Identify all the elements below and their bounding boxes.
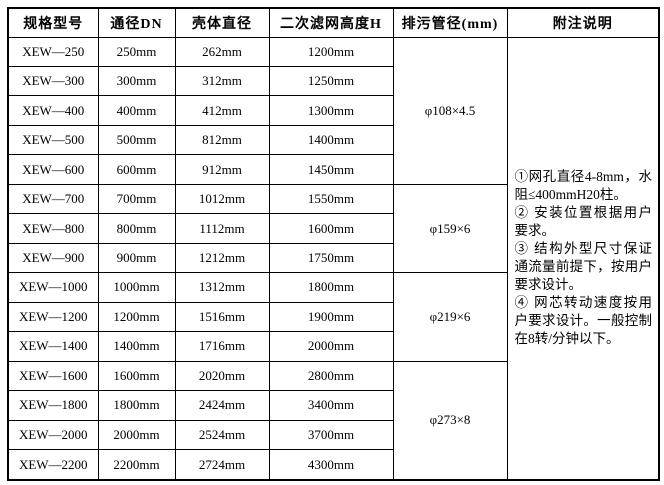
model-cell: XEW—1000 bbox=[7, 272, 99, 303]
note-item: ② 安装位置根据用户要求。 bbox=[514, 205, 653, 239]
dn-cell: 900mm bbox=[97, 242, 176, 274]
column-header-drain-pipe: 排污管径(mm) bbox=[392, 7, 508, 38]
table-row: XEW—500 500mm 812mm 1400mm bbox=[7, 124, 659, 156]
dn-cell: 500mm bbox=[97, 124, 176, 156]
table-row: XEW—250 250mm 262mm 1200mm φ108×4.5 ①网孔直… bbox=[7, 36, 660, 481]
table-row: XEW—2200 2200mm 2724mm 4300mm bbox=[7, 449, 659, 481]
screen-height-cell: 1750mm bbox=[268, 242, 394, 274]
screen-height-cell: 2800mm bbox=[268, 360, 394, 392]
dn-cell: 1400mm bbox=[97, 331, 176, 362]
spec-table: 规格型号 通径DN 壳体直径 二次滤网高度H 排污管径(mm) 附注说明 XEW… bbox=[7, 7, 660, 481]
model-cell: XEW—800 bbox=[7, 213, 99, 244]
screen-height-cell: 1600mm bbox=[268, 213, 394, 244]
shell-diameter-cell: 312mm bbox=[174, 65, 270, 97]
table-row: XEW—600 600mm 912mm 1450mm bbox=[7, 154, 659, 185]
screen-height-cell: 1300mm bbox=[268, 95, 394, 126]
shell-diameter-cell: 1112mm bbox=[174, 213, 270, 244]
table-row: XEW—700 700mm 1012mm 1550mm φ159×6 bbox=[7, 183, 659, 274]
dn-cell: 400mm bbox=[97, 95, 176, 126]
table-row: XEW—400 400mm 412mm 1300mm bbox=[7, 95, 659, 126]
screen-height-cell: 1450mm bbox=[268, 154, 394, 185]
screen-height-cell: 1800mm bbox=[268, 272, 394, 303]
shell-diameter-cell: 2424mm bbox=[174, 390, 270, 421]
table-row: XEW—1800 1800mm 2424mm 3400mm bbox=[7, 390, 659, 421]
note-item: ③ 结构外型尺寸保证通流量前提下，按用户要求设计。 bbox=[514, 241, 653, 293]
drain-pipe-cell: φ273×8 bbox=[392, 360, 508, 481]
model-cell: XEW—1400 bbox=[7, 331, 99, 362]
table-row: XEW—1600 1600mm 2020mm 2800mm φ273×8 bbox=[7, 360, 659, 481]
dn-cell: 2200mm bbox=[97, 449, 176, 481]
model-cell: XEW—2000 bbox=[7, 419, 99, 451]
dn-cell: 700mm bbox=[97, 183, 176, 215]
column-header-shell-diameter: 壳体直径 bbox=[174, 7, 270, 38]
shell-diameter-cell: 2020mm bbox=[174, 360, 270, 392]
note-item: ①网孔直径4-8mm，水阻≤400mmH20柱。 bbox=[514, 169, 653, 203]
table-row: XEW—2000 2000mm 2524mm 3700mm bbox=[7, 419, 659, 451]
model-cell: XEW—600 bbox=[7, 154, 99, 185]
dn-cell: 1200mm bbox=[97, 301, 176, 333]
screen-height-cell: 1200mm bbox=[268, 36, 394, 67]
model-cell: XEW—500 bbox=[7, 124, 99, 156]
screen-height-cell: 1400mm bbox=[268, 124, 394, 156]
drain-pipe-cell: φ108×4.5 bbox=[392, 36, 508, 185]
shell-diameter-cell: 262mm bbox=[174, 36, 270, 67]
model-cell: XEW—1800 bbox=[7, 390, 99, 421]
column-header-notes: 附注说明 bbox=[506, 7, 660, 38]
dn-cell: 1000mm bbox=[97, 272, 176, 303]
column-header-model: 规格型号 bbox=[7, 7, 99, 38]
dn-cell: 1800mm bbox=[97, 390, 176, 421]
model-cell: XEW—2200 bbox=[7, 449, 99, 481]
shell-diameter-cell: 1312mm bbox=[174, 272, 270, 303]
model-cell: XEW—1600 bbox=[7, 360, 99, 392]
column-header-dn: 通径DN bbox=[97, 7, 176, 38]
shell-diameter-cell: 2724mm bbox=[174, 449, 270, 481]
shell-diameter-cell: 1212mm bbox=[174, 242, 270, 274]
header-row: 规格型号 通径DN 壳体直径 二次滤网高度H 排污管径(mm) 附注说明 bbox=[7, 7, 660, 38]
shell-diameter-cell: 1012mm bbox=[174, 183, 270, 215]
shell-diameter-cell: 1716mm bbox=[174, 331, 270, 362]
model-cell: XEW—250 bbox=[7, 36, 99, 67]
model-cell: XEW—400 bbox=[7, 95, 99, 126]
screen-height-cell: 3400mm bbox=[268, 390, 394, 421]
drain-pipe-cell: φ219×6 bbox=[392, 272, 508, 362]
shell-diameter-cell: 1516mm bbox=[174, 301, 270, 333]
screen-height-cell: 1550mm bbox=[268, 183, 394, 215]
table-row: XEW—900 900mm 1212mm 1750mm bbox=[7, 242, 659, 274]
shell-diameter-cell: 912mm bbox=[174, 154, 270, 185]
model-cell: XEW—1200 bbox=[7, 301, 99, 333]
column-header-screen-height: 二次滤网高度H bbox=[268, 7, 394, 38]
drain-pipe-cell: φ159×6 bbox=[392, 183, 508, 274]
screen-height-cell: 4300mm bbox=[268, 449, 394, 481]
model-cell: XEW—300 bbox=[7, 65, 99, 97]
table-row: XEW—300 300mm 312mm 1250mm bbox=[7, 65, 659, 97]
dn-cell: 300mm bbox=[97, 65, 176, 97]
notes-cell: ①网孔直径4-8mm，水阻≤400mmH20柱。 ② 安装位置根据用户要求。 ③… bbox=[506, 36, 660, 481]
dn-cell: 1600mm bbox=[97, 360, 176, 392]
note-item: ④ 网芯转动速度按用户要求设计。一般控制在8转/分钟以下。 bbox=[514, 295, 653, 347]
dn-cell: 250mm bbox=[97, 36, 176, 67]
screen-height-cell: 2000mm bbox=[268, 331, 394, 362]
table-row: XEW—1000 1000mm 1312mm 1800mm φ219×6 bbox=[7, 272, 659, 362]
model-cell: XEW—900 bbox=[7, 242, 99, 274]
dn-cell: 600mm bbox=[97, 154, 176, 185]
shell-diameter-cell: 812mm bbox=[174, 124, 270, 156]
screen-height-cell: 3700mm bbox=[268, 419, 394, 451]
shell-diameter-cell: 412mm bbox=[174, 95, 270, 126]
shell-diameter-cell: 2524mm bbox=[174, 419, 270, 451]
dn-cell: 800mm bbox=[97, 213, 176, 244]
dn-cell: 2000mm bbox=[97, 419, 176, 451]
screen-height-cell: 1250mm bbox=[268, 65, 394, 97]
screen-height-cell: 1900mm bbox=[268, 301, 394, 333]
table-row: XEW—800 800mm 1112mm 1600mm bbox=[7, 213, 659, 244]
model-cell: XEW—700 bbox=[7, 183, 99, 215]
